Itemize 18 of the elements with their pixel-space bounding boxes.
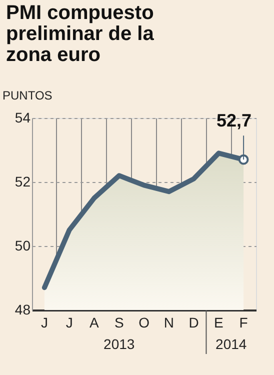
x-tick-label: O <box>138 314 150 330</box>
x-tick-label: J <box>40 314 48 330</box>
x-tick-label: D <box>188 314 199 330</box>
data-label: 52,7 <box>216 110 252 131</box>
x-tick-label: J <box>66 314 73 330</box>
text: 2014 <box>216 336 247 352</box>
x-tick-label: A <box>90 314 100 330</box>
y-tick-label: 54 <box>14 110 31 126</box>
x-tick-label: N <box>164 314 174 330</box>
x-tick-label: F <box>239 314 248 330</box>
y-tick-label: 50 <box>14 238 31 254</box>
y-tick-label: 52 <box>14 174 31 190</box>
chart-title: PMI compuesto preliminar de la zona euro <box>6 2 155 66</box>
x-tick-label: S <box>114 314 124 330</box>
y-tick-label: 48 <box>14 302 31 318</box>
y-axis-title: PUNTOS <box>2 88 52 102</box>
x-tick-label: E <box>214 314 224 330</box>
text: 2013 <box>104 336 135 352</box>
